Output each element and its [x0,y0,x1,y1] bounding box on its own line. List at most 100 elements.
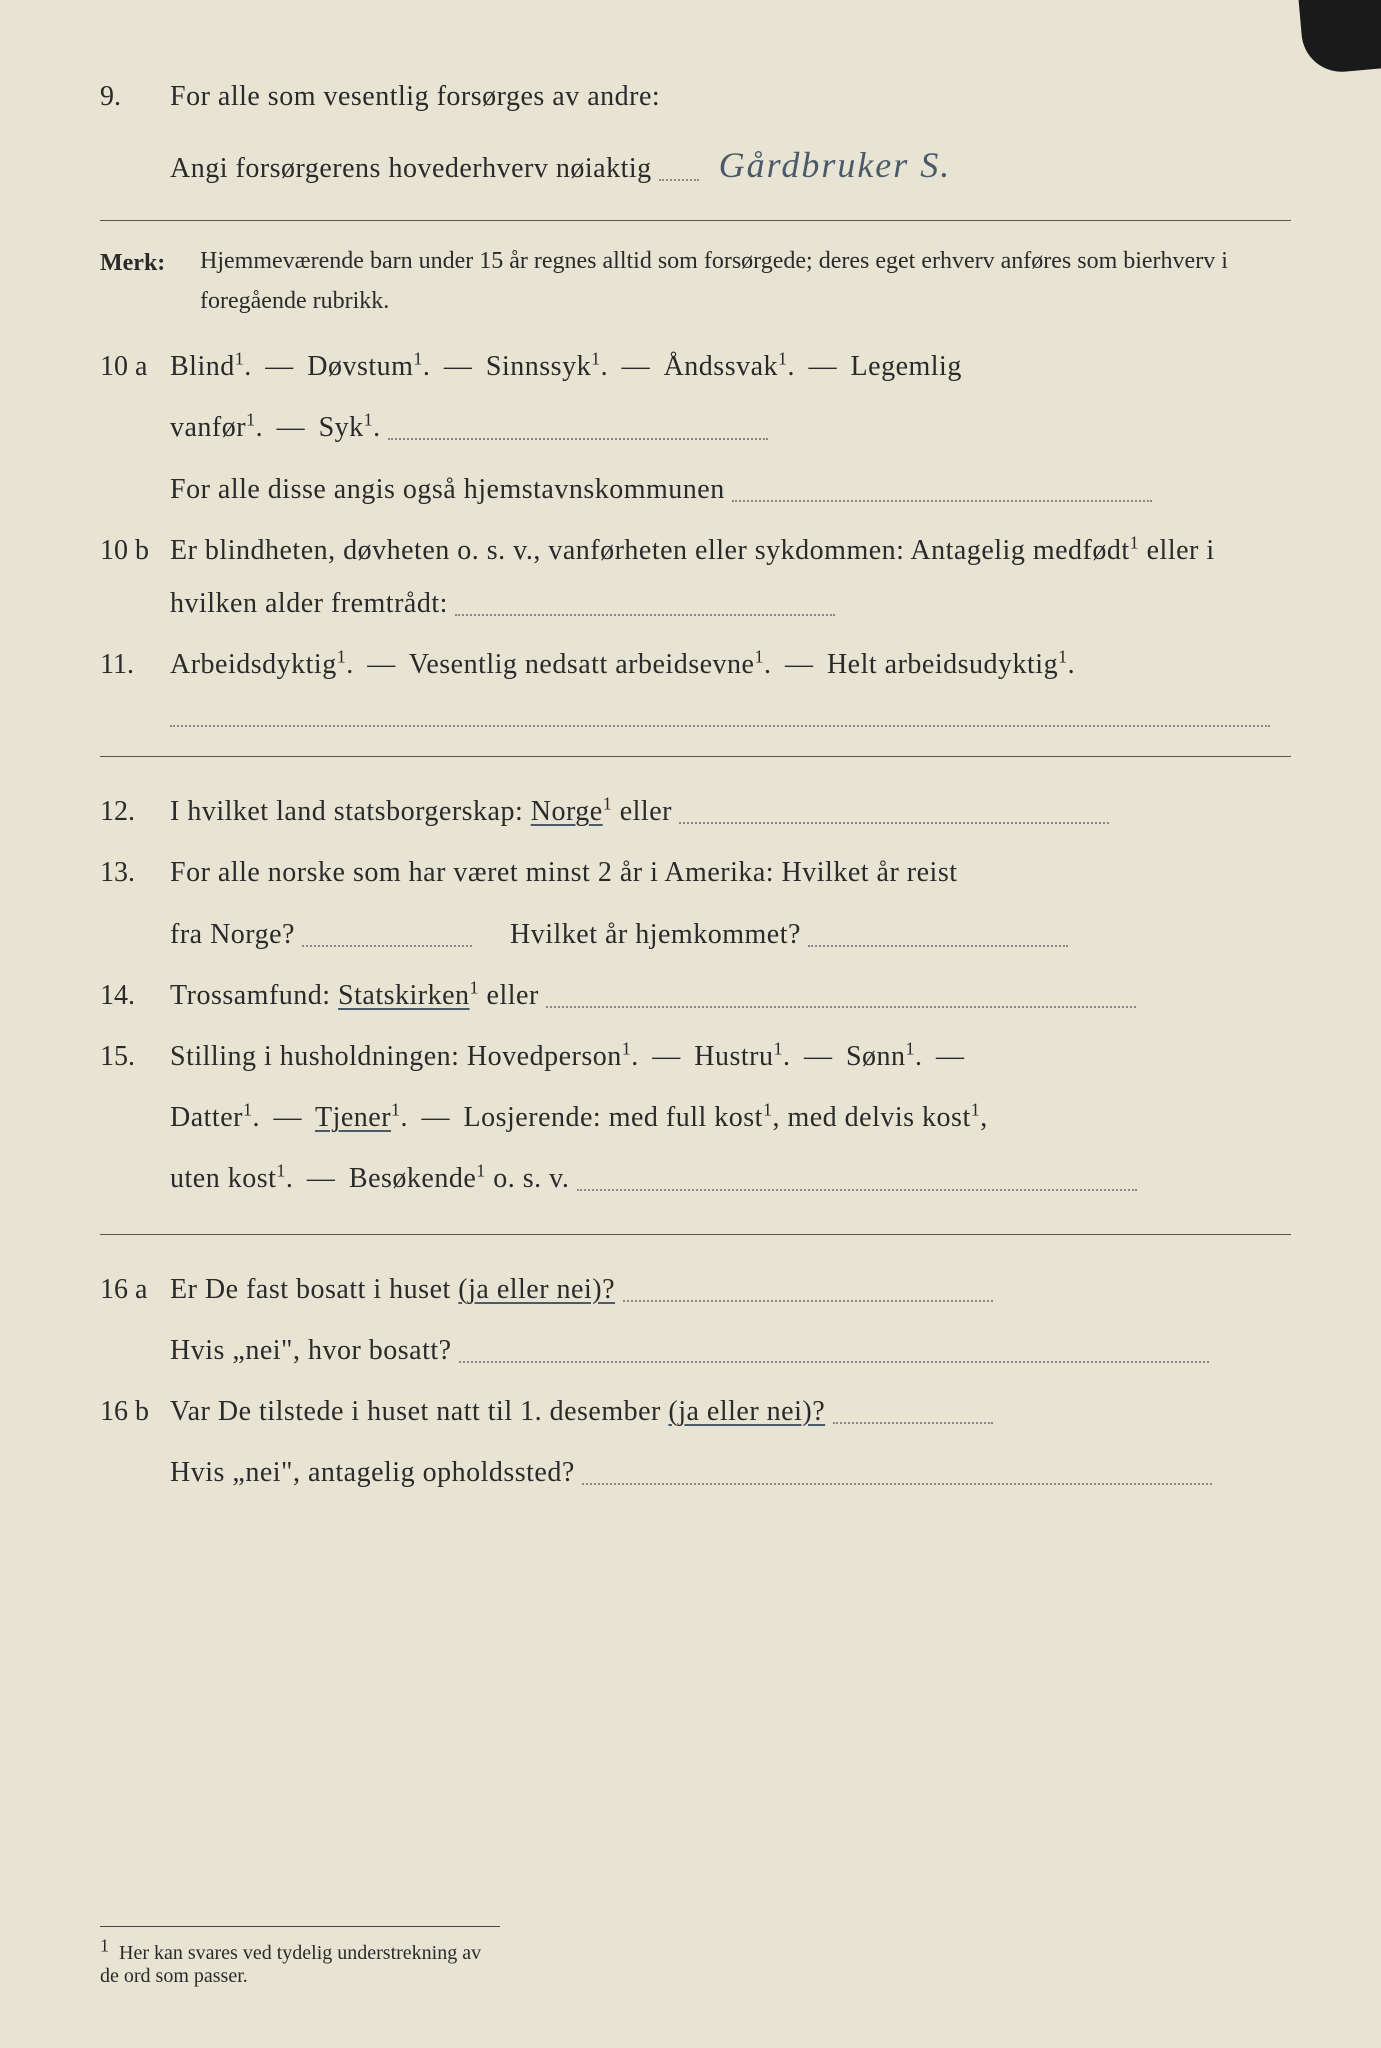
q15-sonn: Sønn [846,1041,906,1072]
q16b-paren: (ja eller nei)? [668,1396,825,1427]
q15-losjerende: Losjerende: med full kost [464,1102,763,1133]
footnote-text: 1 Her kan svares ved tydelig understrekn… [100,1942,481,1987]
q14-text: Trossamfund: Statskirken1 eller [170,969,1291,1022]
question-10a-line3: For alle disse angis også hjemstavnskomm… [100,463,1291,516]
q12-prompt: I hvilket land statsborgerskap: [170,796,531,827]
merk-label: Merk: [100,241,200,287]
q14-eller: eller [487,980,539,1011]
q15-uten-kost: uten kost [170,1163,276,1194]
divider-after-q9 [100,220,1291,221]
q13-dotted1 [302,945,472,947]
q15-besokende: Besøkende [349,1163,476,1194]
q16a-text: Er De fast bosatt i huset (ja eller nei)… [170,1263,1291,1316]
q10a-opt-syk: Syk [319,412,364,443]
question-16a-line2: Hvis „nei", hvor bosatt? [100,1324,1291,1377]
q9-text1: For alle som vesentlig forsørges av andr… [170,70,1291,123]
sup: 1 [1130,532,1140,552]
corner-dark-mark [1297,0,1381,75]
sup: 1 [591,349,601,369]
q14-statskirken: Statskirken [338,980,470,1011]
q9-handwritten-answer: Gårdbruker S. [719,131,952,199]
q9-number: 9. [100,70,170,123]
q10a-options: Blind1. — Døvstum1. — Sinnssyk1. — Åndss… [170,340,1291,393]
question-13-line1: 13. For alle norske som har været minst … [100,846,1291,899]
sup: 1 [246,410,256,430]
question-10a-line2: vanfør1. — Syk1. [100,401,1291,454]
sup: 1 [603,794,613,814]
q16b-dotted2 [582,1483,1212,1485]
question-16b-line1: 16 b Var De tilstede i huset natt til 1.… [100,1385,1291,1438]
q15-line2: Datter1. — Tjener1. — Losjerende: med fu… [170,1091,1291,1144]
q15-line3: uten kost1. — Besøkende1 o. s. v. [170,1152,1291,1205]
sup: 1 [622,1039,632,1059]
question-9-line1: 9. For alle som vesentlig forsørges av a… [100,70,1291,123]
q13-line2: fra Norge? Hvilket år hjemkommet? [170,908,1291,961]
question-15-line3: uten kost1. — Besøkende1 o. s. v. [100,1152,1291,1205]
q9-dotted [659,179,699,181]
q12-number: 12. [100,785,170,838]
q15-dotted [577,1189,1137,1191]
q10a-line3-text: For alle disse angis også hjemstavnskomm… [170,463,1291,516]
census-form-page: 9. For alle som vesentlig forsørges av a… [100,70,1291,1988]
question-13-line2: fra Norge? Hvilket år hjemkommet? [100,908,1291,961]
q13-fra-norge: fra Norge? [170,919,295,950]
q11-opt1: Arbeidsdyktig [170,649,337,680]
q15-osv: o. s. v. [486,1163,570,1194]
question-10a-line1: 10 a Blind1. — Døvstum1. — Sinnssyk1. — … [100,340,1291,393]
q10b-text1: Er blindheten, døvheten o. s. v., vanfør… [170,535,1130,566]
q12-dotted [679,822,1109,824]
q10b-text: Er blindheten, døvheten o. s. v., vanfør… [170,524,1291,630]
q10a-opt-andssvak: Åndssvak [664,351,778,382]
q10a-number: 10 a [100,340,170,393]
q10a-dotted [388,438,768,440]
q15-text: Stilling i husholdningen: Hovedperson1. … [170,1030,1291,1083]
sup: 1 [413,349,423,369]
sup: 1 [470,978,480,998]
sup: 1 [778,349,788,369]
sup: 1 [391,1100,401,1120]
q16a-dotted [623,1300,993,1302]
sup: 1 [364,410,374,430]
divider-after-q15 [100,1234,1291,1235]
q12-norge: Norge [531,796,603,827]
sup: 1 [906,1039,916,1059]
q16a-prompt: Er De fast bosatt i huset [170,1274,458,1305]
q10a-dotted2 [732,500,1152,502]
question-16b-line2: Hvis „nei", antagelig opholdssted? [100,1446,1291,1499]
q10a-hjemstavn: For alle disse angis også hjemstavnskomm… [170,474,725,505]
q16a-number: 16 a [100,1263,170,1316]
q16b-line2: Hvis „nei", antagelig opholdssted? [170,1446,1291,1499]
question-11: 11. Arbeidsdyktig1. — Vesentlig nedsatt … [100,638,1291,691]
sup: 1 [773,1039,783,1059]
q16b-prompt: Var De tilstede i huset natt til 1. dese… [170,1396,668,1427]
q13-dotted2 [808,945,1068,947]
q12-text: I hvilket land statsborgerskap: Norge1 e… [170,785,1291,838]
q15-number: 15. [100,1030,170,1083]
q16a-hvis-nei: Hvis „nei", hvor bosatt? [170,1335,452,1366]
q16a-paren: (ja eller nei)? [458,1274,615,1305]
q11-number: 11. [100,638,170,691]
merk-row: Merk: Hjemmeværende barn under 15 år reg… [100,241,1291,323]
q10a-opt-legemlig: Legemlig [851,351,962,382]
q14-dotted [546,1006,1136,1008]
q10a-opt-blind: Blind [170,351,235,382]
question-15-line1: 15. Stilling i husholdningen: Hovedperso… [100,1030,1291,1083]
q15-hustru: Hustru [694,1041,773,1072]
q13-hjemkommet: Hvilket år hjemkommet? [510,919,801,950]
q15-delvis: , med delvis kost [772,1102,970,1133]
q10a-opt-vanfor: vanfør [170,412,246,443]
q15-datter: Datter [170,1102,243,1133]
footnote-body: Her kan svares ved tydelig understreknin… [100,1942,481,1987]
q9-text2: Angi forsørgerens hovederhverv nøiaktig … [170,131,1291,199]
divider-after-q11 [100,756,1291,757]
sup: 1 [243,1100,253,1120]
q12-eller: eller [620,796,672,827]
sup: 1 [971,1100,981,1120]
footnote-marker: 1 [100,1935,109,1955]
q16b-hvis-nei: Hvis „nei", antagelig opholdssted? [170,1457,575,1488]
q15-tjener: Tjener [315,1102,391,1133]
sup: 1 [337,647,347,667]
q16a-line2: Hvis „nei", hvor bosatt? [170,1324,1291,1377]
q13-number: 13. [100,846,170,899]
q16a-dotted2 [459,1361,1209,1363]
